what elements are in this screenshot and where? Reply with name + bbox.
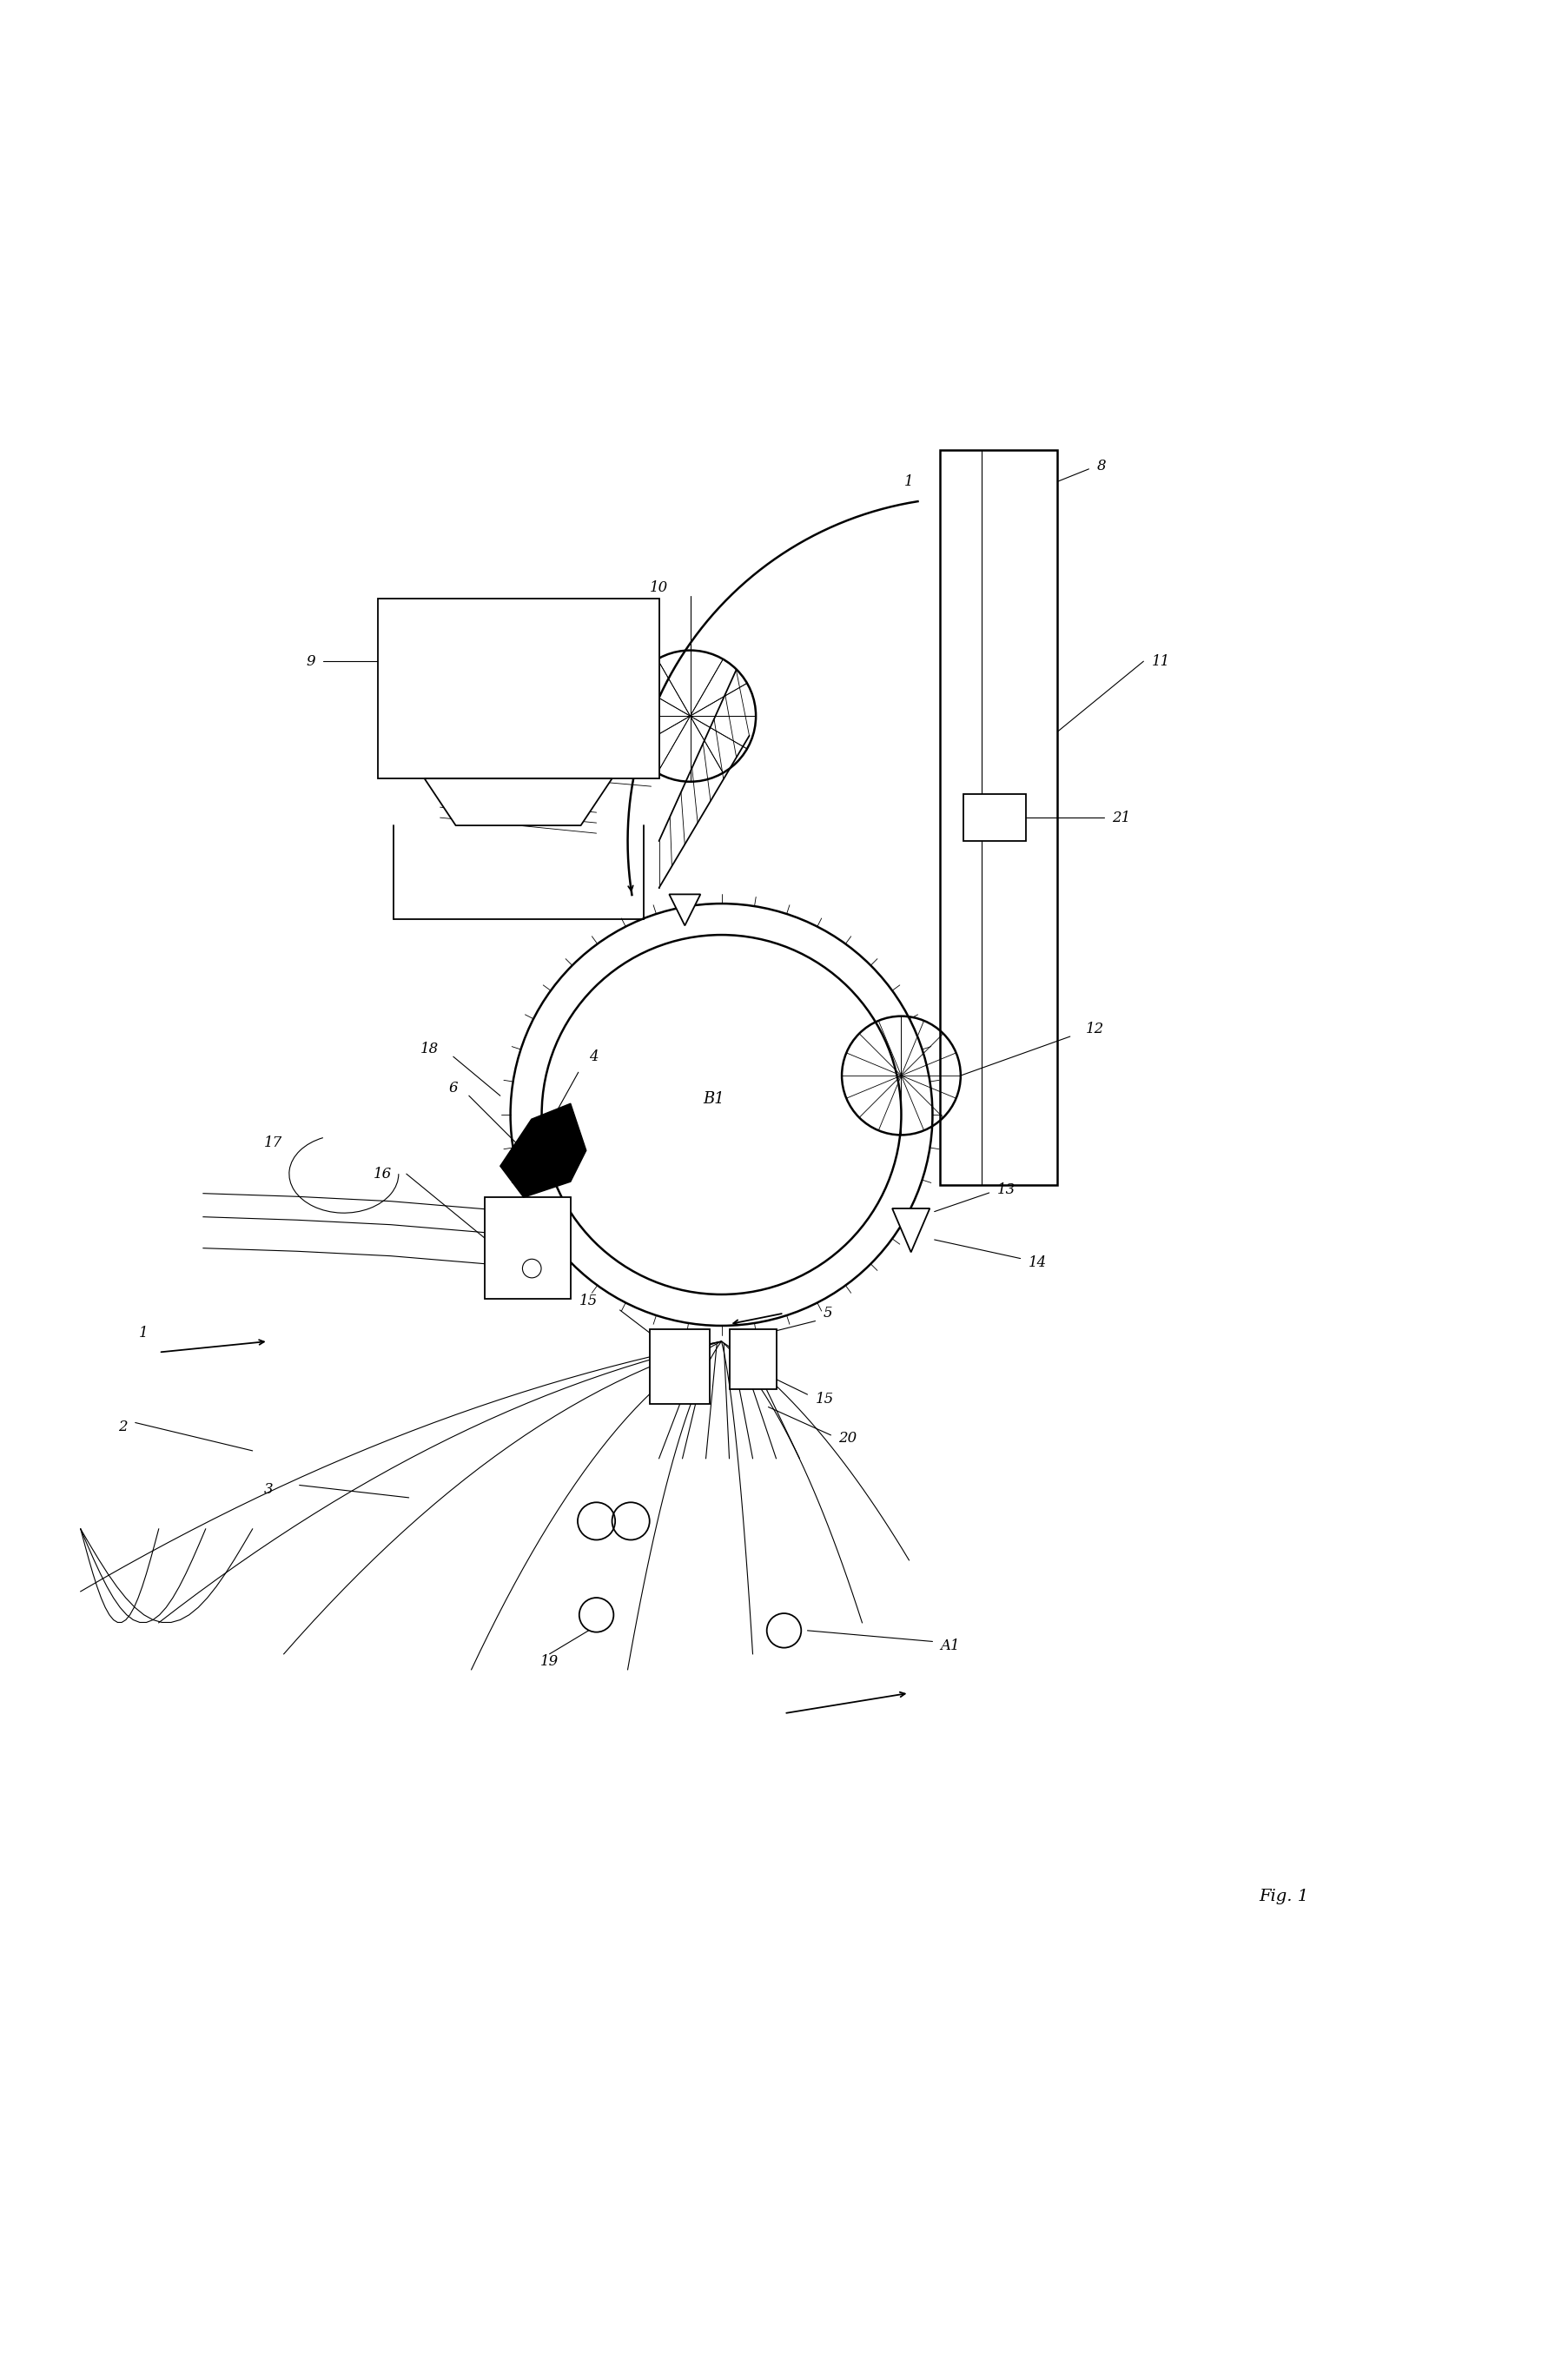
Bar bbox=[485, 1197, 571, 1299]
Text: 12: 12 bbox=[1085, 1021, 1104, 1036]
Text: 1: 1 bbox=[138, 1327, 147, 1341]
Text: 6: 6 bbox=[448, 1081, 458, 1095]
Text: 9: 9 bbox=[306, 654, 315, 668]
Text: 15: 15 bbox=[815, 1391, 834, 1405]
Text: 20: 20 bbox=[839, 1431, 858, 1446]
Polygon shape bbox=[500, 1104, 586, 1197]
Text: 15: 15 bbox=[579, 1294, 597, 1308]
Text: 5: 5 bbox=[823, 1306, 833, 1320]
Bar bbox=[729, 1330, 776, 1389]
Text: 10: 10 bbox=[649, 581, 668, 595]
Polygon shape bbox=[892, 1209, 930, 1251]
Text: 14: 14 bbox=[1029, 1256, 1047, 1270]
Text: 1: 1 bbox=[905, 474, 914, 488]
Text: B1: B1 bbox=[702, 1090, 724, 1107]
Text: 13: 13 bbox=[997, 1183, 1016, 1197]
Circle shape bbox=[522, 1258, 541, 1277]
Text: 3: 3 bbox=[263, 1484, 273, 1498]
Text: 2: 2 bbox=[118, 1420, 127, 1434]
Text: 16: 16 bbox=[373, 1166, 392, 1180]
Bar bbox=[941, 450, 1057, 1185]
Bar bbox=[651, 1330, 710, 1403]
Text: 21: 21 bbox=[1112, 811, 1131, 825]
Text: 17: 17 bbox=[265, 1135, 282, 1149]
Text: 18: 18 bbox=[420, 1040, 439, 1057]
Bar bbox=[964, 794, 1027, 841]
Text: Fig. 1: Fig. 1 bbox=[1259, 1889, 1309, 1903]
Text: 11: 11 bbox=[1151, 654, 1170, 668]
Text: 8: 8 bbox=[1096, 457, 1105, 474]
Text: A1: A1 bbox=[941, 1638, 960, 1654]
Polygon shape bbox=[670, 893, 701, 927]
Text: 19: 19 bbox=[541, 1654, 558, 1668]
Polygon shape bbox=[425, 777, 612, 825]
Text: 4: 4 bbox=[590, 1050, 599, 1064]
Polygon shape bbox=[378, 600, 659, 777]
